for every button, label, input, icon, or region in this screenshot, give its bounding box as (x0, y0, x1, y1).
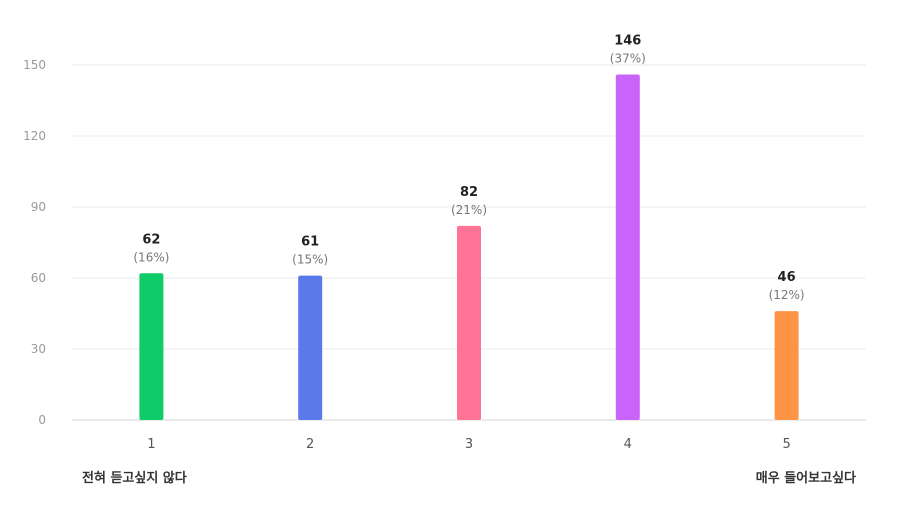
bar-value-label: 146 (614, 33, 641, 48)
bar-value-label: 46 (778, 270, 796, 285)
bar (615, 74, 640, 420)
bar-value-label: 61 (301, 235, 319, 250)
bar (139, 273, 164, 420)
bar (774, 311, 799, 420)
bar-percent-label: (15%) (292, 253, 328, 267)
y-tick-label: 60 (31, 271, 46, 285)
x-axis: 1 2 3 4 5 (147, 437, 790, 452)
y-axis: 0 30 60 90 120 150 (23, 58, 46, 427)
bar (457, 225, 481, 420)
bar-value-label: 62 (142, 232, 160, 247)
bar-percent-label: (16%) (133, 250, 169, 264)
scale-max-label: 매우 들어보고싶다 (755, 471, 856, 486)
y-tick-label: 0 (38, 413, 46, 427)
bar-percent-label: (37%) (610, 51, 646, 65)
bar (298, 275, 323, 420)
y-tick-label: 150 (23, 58, 46, 72)
x-tick-label: 4 (624, 437, 632, 452)
y-tick-label: 120 (23, 129, 46, 143)
bars: 62 (16%) 61 (15%) 82 (21%) 146 (37%) 46 (12%) (133, 33, 805, 420)
x-tick-label: 3 (465, 437, 473, 452)
x-tick-label: 5 (782, 437, 790, 452)
x-tick-label: 1 (147, 437, 155, 452)
x-tick-label: 2 (306, 437, 314, 452)
y-tick-label: 90 (31, 200, 46, 214)
bar-value-label: 82 (460, 185, 478, 200)
y-tick-label: 30 (31, 342, 46, 356)
scale-min-label: 전혀 듣고싶지 않다 (82, 471, 187, 486)
bar-percent-label: (21%) (451, 203, 487, 217)
bar-percent-label: (12%) (769, 288, 805, 302)
